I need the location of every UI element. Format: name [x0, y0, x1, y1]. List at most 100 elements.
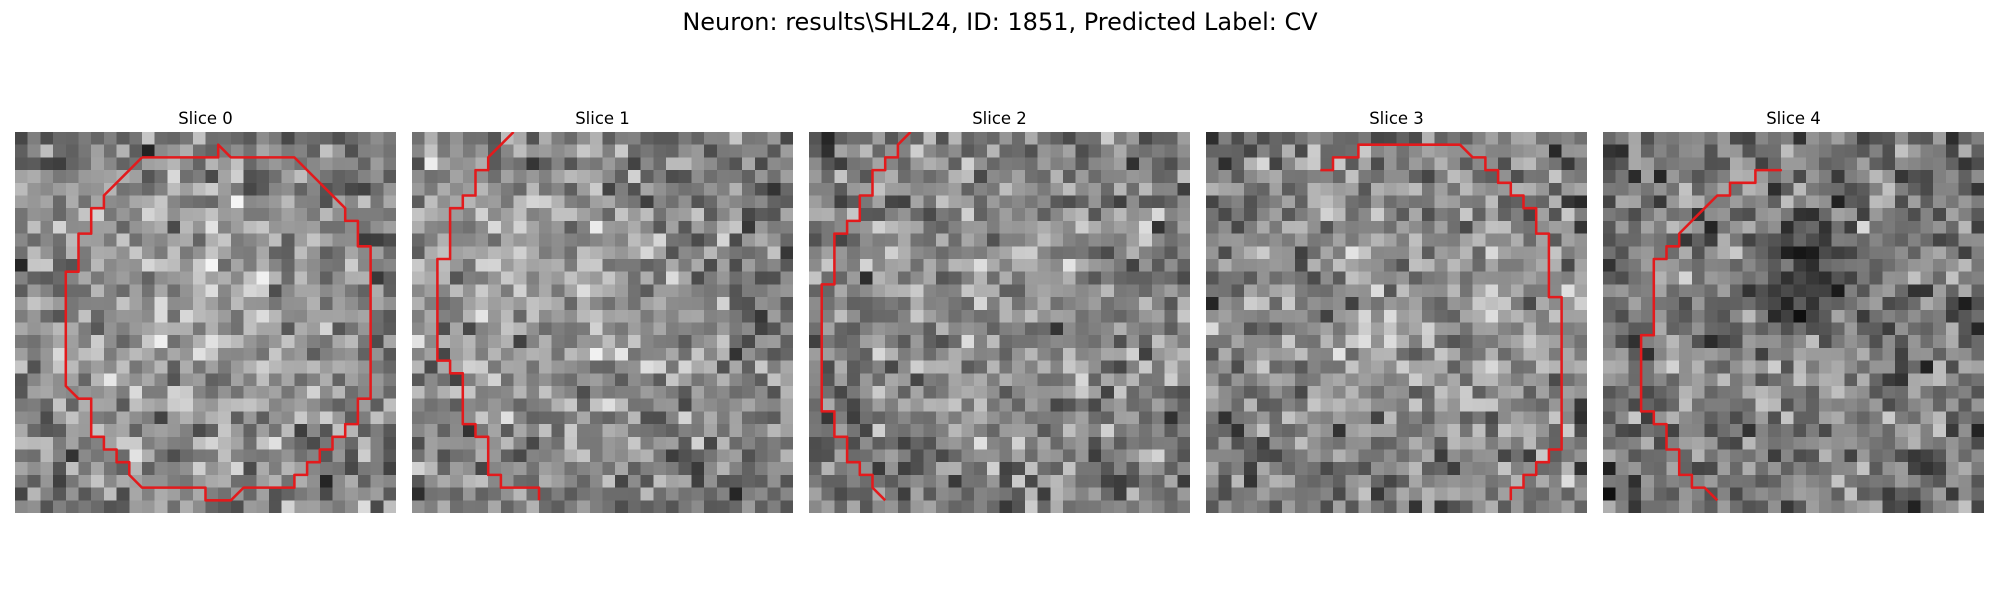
image-pixel [897, 233, 911, 247]
image-pixel [1730, 284, 1743, 298]
image-pixel [1256, 462, 1270, 476]
image-pixel [742, 170, 756, 184]
image-pixel [230, 144, 244, 158]
image-pixel [999, 182, 1013, 196]
image-pixel [1704, 220, 1718, 234]
image-pixel [1063, 271, 1076, 285]
image-pixel [1447, 386, 1461, 399]
image-pixel [539, 335, 552, 349]
image-pixel [780, 220, 793, 234]
image-pixel [1037, 309, 1051, 323]
image-pixel [116, 487, 130, 501]
image-pixel [1307, 246, 1321, 260]
image-pixel [1206, 360, 1219, 374]
image-pixel [1088, 220, 1102, 234]
image-pixel [370, 347, 384, 361]
image-pixel [437, 360, 451, 374]
image-pixel [256, 309, 270, 323]
image-pixel [205, 246, 219, 260]
image-pixel [1472, 220, 1486, 234]
image-pixel [1628, 170, 1642, 184]
image-pixel [1037, 297, 1051, 311]
image-pixel [513, 347, 527, 361]
image-pixel [1151, 500, 1165, 513]
image-pixel [1907, 157, 1921, 171]
image-pixel [1472, 284, 1486, 298]
image-pixel [885, 271, 899, 285]
image-pixel [1536, 424, 1550, 438]
image-pixel [488, 487, 502, 501]
image-pixel [15, 297, 28, 311]
image-pixel [1037, 195, 1051, 209]
image-pixel [1933, 233, 1947, 247]
image-pixel [1768, 373, 1782, 387]
image-pixel [462, 398, 476, 412]
image-pixel [218, 335, 232, 349]
image-pixel [383, 132, 396, 145]
image-pixel [103, 297, 117, 311]
image-pixel [1523, 259, 1537, 272]
image-pixel [1920, 462, 1934, 476]
image-pixel [243, 386, 257, 399]
image-pixel [834, 386, 848, 399]
image-pixel [1037, 335, 1051, 349]
image-pixel [475, 487, 489, 501]
image-pixel [577, 271, 591, 285]
image-pixel [551, 246, 565, 260]
image-pixel [1333, 309, 1346, 323]
image-pixel [1882, 398, 1896, 412]
image-pixel [357, 246, 371, 260]
image-pixel [1434, 436, 1448, 450]
image-pixel [1345, 132, 1359, 145]
image-pixel [154, 449, 168, 463]
image-pixel [294, 386, 308, 399]
image-pixel [1780, 297, 1794, 311]
image-pixel [602, 487, 616, 501]
image-pixel [1164, 500, 1178, 513]
image-pixel [1139, 271, 1153, 285]
image-pixel [1806, 335, 1820, 349]
image-pixel [205, 233, 219, 247]
image-pixel [1548, 373, 1562, 387]
image-pixel [780, 284, 793, 298]
image-pixel [1907, 487, 1921, 501]
image-pixel [704, 220, 718, 234]
image-pixel [1561, 347, 1575, 361]
image-pixel [885, 246, 899, 260]
image-pixel [1498, 322, 1512, 336]
image-pixel [1050, 182, 1064, 196]
image-pixel [729, 284, 743, 298]
image-pixel [1088, 500, 1102, 513]
image-pixel [243, 259, 257, 272]
image-pixel [1472, 309, 1486, 323]
image-pixel [1641, 335, 1655, 349]
image-pixel [243, 297, 257, 311]
image-pixel [1139, 462, 1153, 476]
image-pixel [1907, 335, 1921, 349]
image-pixel [1958, 233, 1972, 247]
image-pixel [923, 246, 937, 260]
image-pixel [475, 170, 489, 184]
image-pixel [1371, 360, 1385, 374]
image-pixel [936, 474, 949, 488]
image-pixel [412, 436, 425, 450]
image-pixel [602, 220, 616, 234]
image-pixel [1358, 157, 1372, 171]
image-pixel [1907, 132, 1921, 145]
image-pixel [370, 170, 384, 184]
image-pixel [1113, 360, 1127, 374]
image-pixel [1088, 411, 1102, 425]
image-pixel [678, 462, 692, 476]
image-pixel [948, 284, 962, 298]
image-pixel [923, 347, 937, 361]
image-pixel [27, 195, 41, 209]
image-pixel [488, 271, 502, 285]
image-pixel [1548, 170, 1562, 184]
image-pixel [1536, 500, 1550, 513]
image-pixel [1603, 386, 1616, 399]
image-pixel [488, 373, 502, 387]
image-pixel [1628, 233, 1642, 247]
image-pixel [666, 297, 679, 311]
image-pixel [332, 233, 346, 247]
image-pixel [678, 335, 692, 349]
